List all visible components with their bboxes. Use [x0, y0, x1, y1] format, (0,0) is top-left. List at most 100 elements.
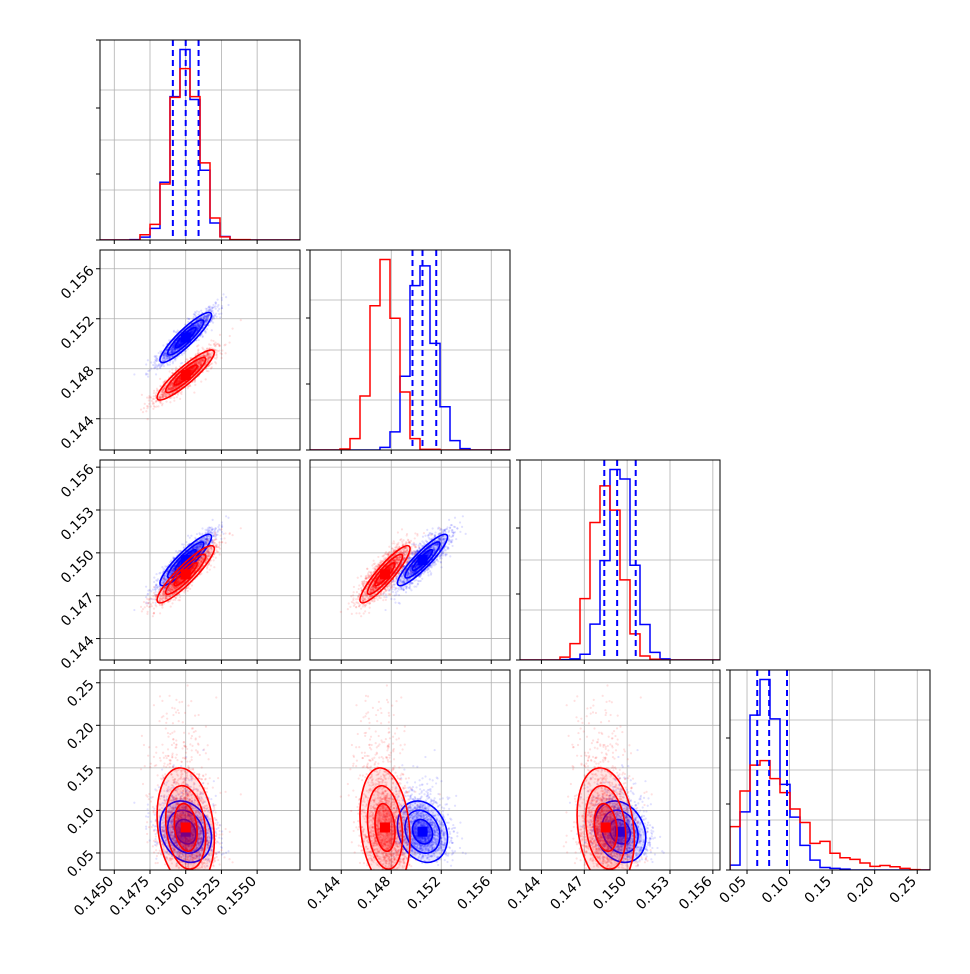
- scatter-point: [211, 362, 213, 364]
- scatter-point: [225, 296, 227, 298]
- scatter-point: [194, 384, 196, 386]
- scatter-point: [195, 312, 197, 314]
- scatter-point: [217, 350, 219, 352]
- scatter-point: [219, 334, 221, 336]
- scatter-point: [158, 363, 160, 365]
- scatter-point: [224, 344, 226, 346]
- scatter-point: [210, 339, 212, 341]
- scatter-point: [146, 397, 148, 399]
- scatter-point: [228, 341, 230, 343]
- scatter-point: [221, 349, 223, 351]
- scatter-point: [147, 375, 149, 377]
- peak-marker-1: [181, 370, 191, 380]
- scatter-point: [176, 396, 178, 398]
- scatter-point: [148, 399, 150, 401]
- scatter-point: [217, 304, 219, 306]
- scatter-point: [171, 372, 173, 374]
- scatter-point: [202, 336, 204, 338]
- scatter-point: [219, 344, 221, 346]
- scatter-point: [140, 409, 142, 411]
- scatter-point: [183, 352, 185, 354]
- scatter-point: [173, 400, 175, 402]
- scatter-point: [148, 397, 150, 399]
- scatter-point: [206, 370, 208, 372]
- scatter-point: [206, 348, 208, 350]
- scatter-point: [162, 344, 164, 346]
- scatter-point: [217, 310, 219, 312]
- scatter-point: [185, 541, 187, 543]
- scatter-point: [159, 378, 161, 380]
- scatter-point: [216, 356, 218, 358]
- scatter-point: [144, 403, 146, 405]
- panel-frame: [100, 250, 300, 450]
- scatter-point: [146, 593, 148, 595]
- scatter-point: [196, 310, 198, 312]
- scatter-point: [133, 373, 135, 375]
- scatter-point: [200, 310, 202, 312]
- scatter-point: [155, 392, 157, 394]
- scatter-point: [220, 312, 222, 314]
- scatter-point: [149, 369, 151, 371]
- scatter-group: [133, 515, 242, 617]
- scatter-point: [189, 537, 191, 539]
- scatter-point: [197, 344, 199, 346]
- scatter-point: [207, 306, 209, 308]
- scatter-point: [173, 397, 175, 399]
- scatter-point: [156, 358, 158, 360]
- scatter-point: [150, 368, 152, 370]
- scatter-point: [210, 367, 212, 369]
- histogram-1: [100, 69, 300, 240]
- scatter-point: [221, 299, 223, 301]
- scatter-point: [205, 378, 207, 380]
- scatter-point: [152, 364, 154, 366]
- scatter-point: [152, 398, 154, 400]
- scatter-point: [212, 312, 214, 314]
- peak-marker-0: [181, 333, 191, 343]
- scatter-point: [200, 381, 202, 383]
- tick-label-y: 0.152: [58, 313, 98, 353]
- scatter-point: [215, 352, 217, 354]
- scatter-point: [240, 319, 242, 321]
- scatter-point: [142, 411, 144, 413]
- scatter-point: [225, 352, 227, 354]
- scatter-point: [227, 304, 229, 306]
- panel-1-1: [306, 250, 510, 454]
- scatter-point: [174, 359, 176, 361]
- scatter-point: [155, 602, 157, 604]
- scatter-group: [133, 293, 242, 420]
- scatter-point: [215, 344, 217, 346]
- scatter-point: [153, 395, 155, 397]
- scatter-point: [214, 302, 216, 304]
- scatter-point: [150, 361, 152, 363]
- scatter-point: [210, 344, 212, 346]
- scatter-point: [159, 572, 161, 574]
- scatter-point: [171, 369, 173, 371]
- tick-label-y: 0.144: [58, 413, 98, 453]
- scatter-point: [153, 390, 155, 392]
- scatter-point: [212, 322, 214, 324]
- scatter-point: [153, 581, 155, 583]
- scatter-point: [225, 515, 227, 517]
- tick-label-y: 0.156: [58, 263, 98, 303]
- scatter-point: [217, 298, 219, 300]
- scatter-point: [150, 405, 152, 407]
- scatter-point: [201, 527, 203, 529]
- scatter-point: [156, 406, 158, 408]
- scatter-point: [147, 418, 149, 420]
- scatter-point: [152, 589, 154, 591]
- scatter-point: [197, 313, 199, 315]
- scatter-point: [187, 348, 189, 350]
- scatter-point: [145, 363, 147, 365]
- scatter-point: [159, 367, 161, 369]
- scatter-point: [155, 373, 157, 375]
- scatter-point: [145, 410, 147, 412]
- scatter-point: [160, 365, 162, 367]
- scatter-point: [153, 361, 155, 363]
- scatter-point: [206, 328, 208, 330]
- scatter-point: [146, 407, 148, 409]
- scatter-point: [158, 352, 160, 354]
- scatter-point: [161, 566, 163, 568]
